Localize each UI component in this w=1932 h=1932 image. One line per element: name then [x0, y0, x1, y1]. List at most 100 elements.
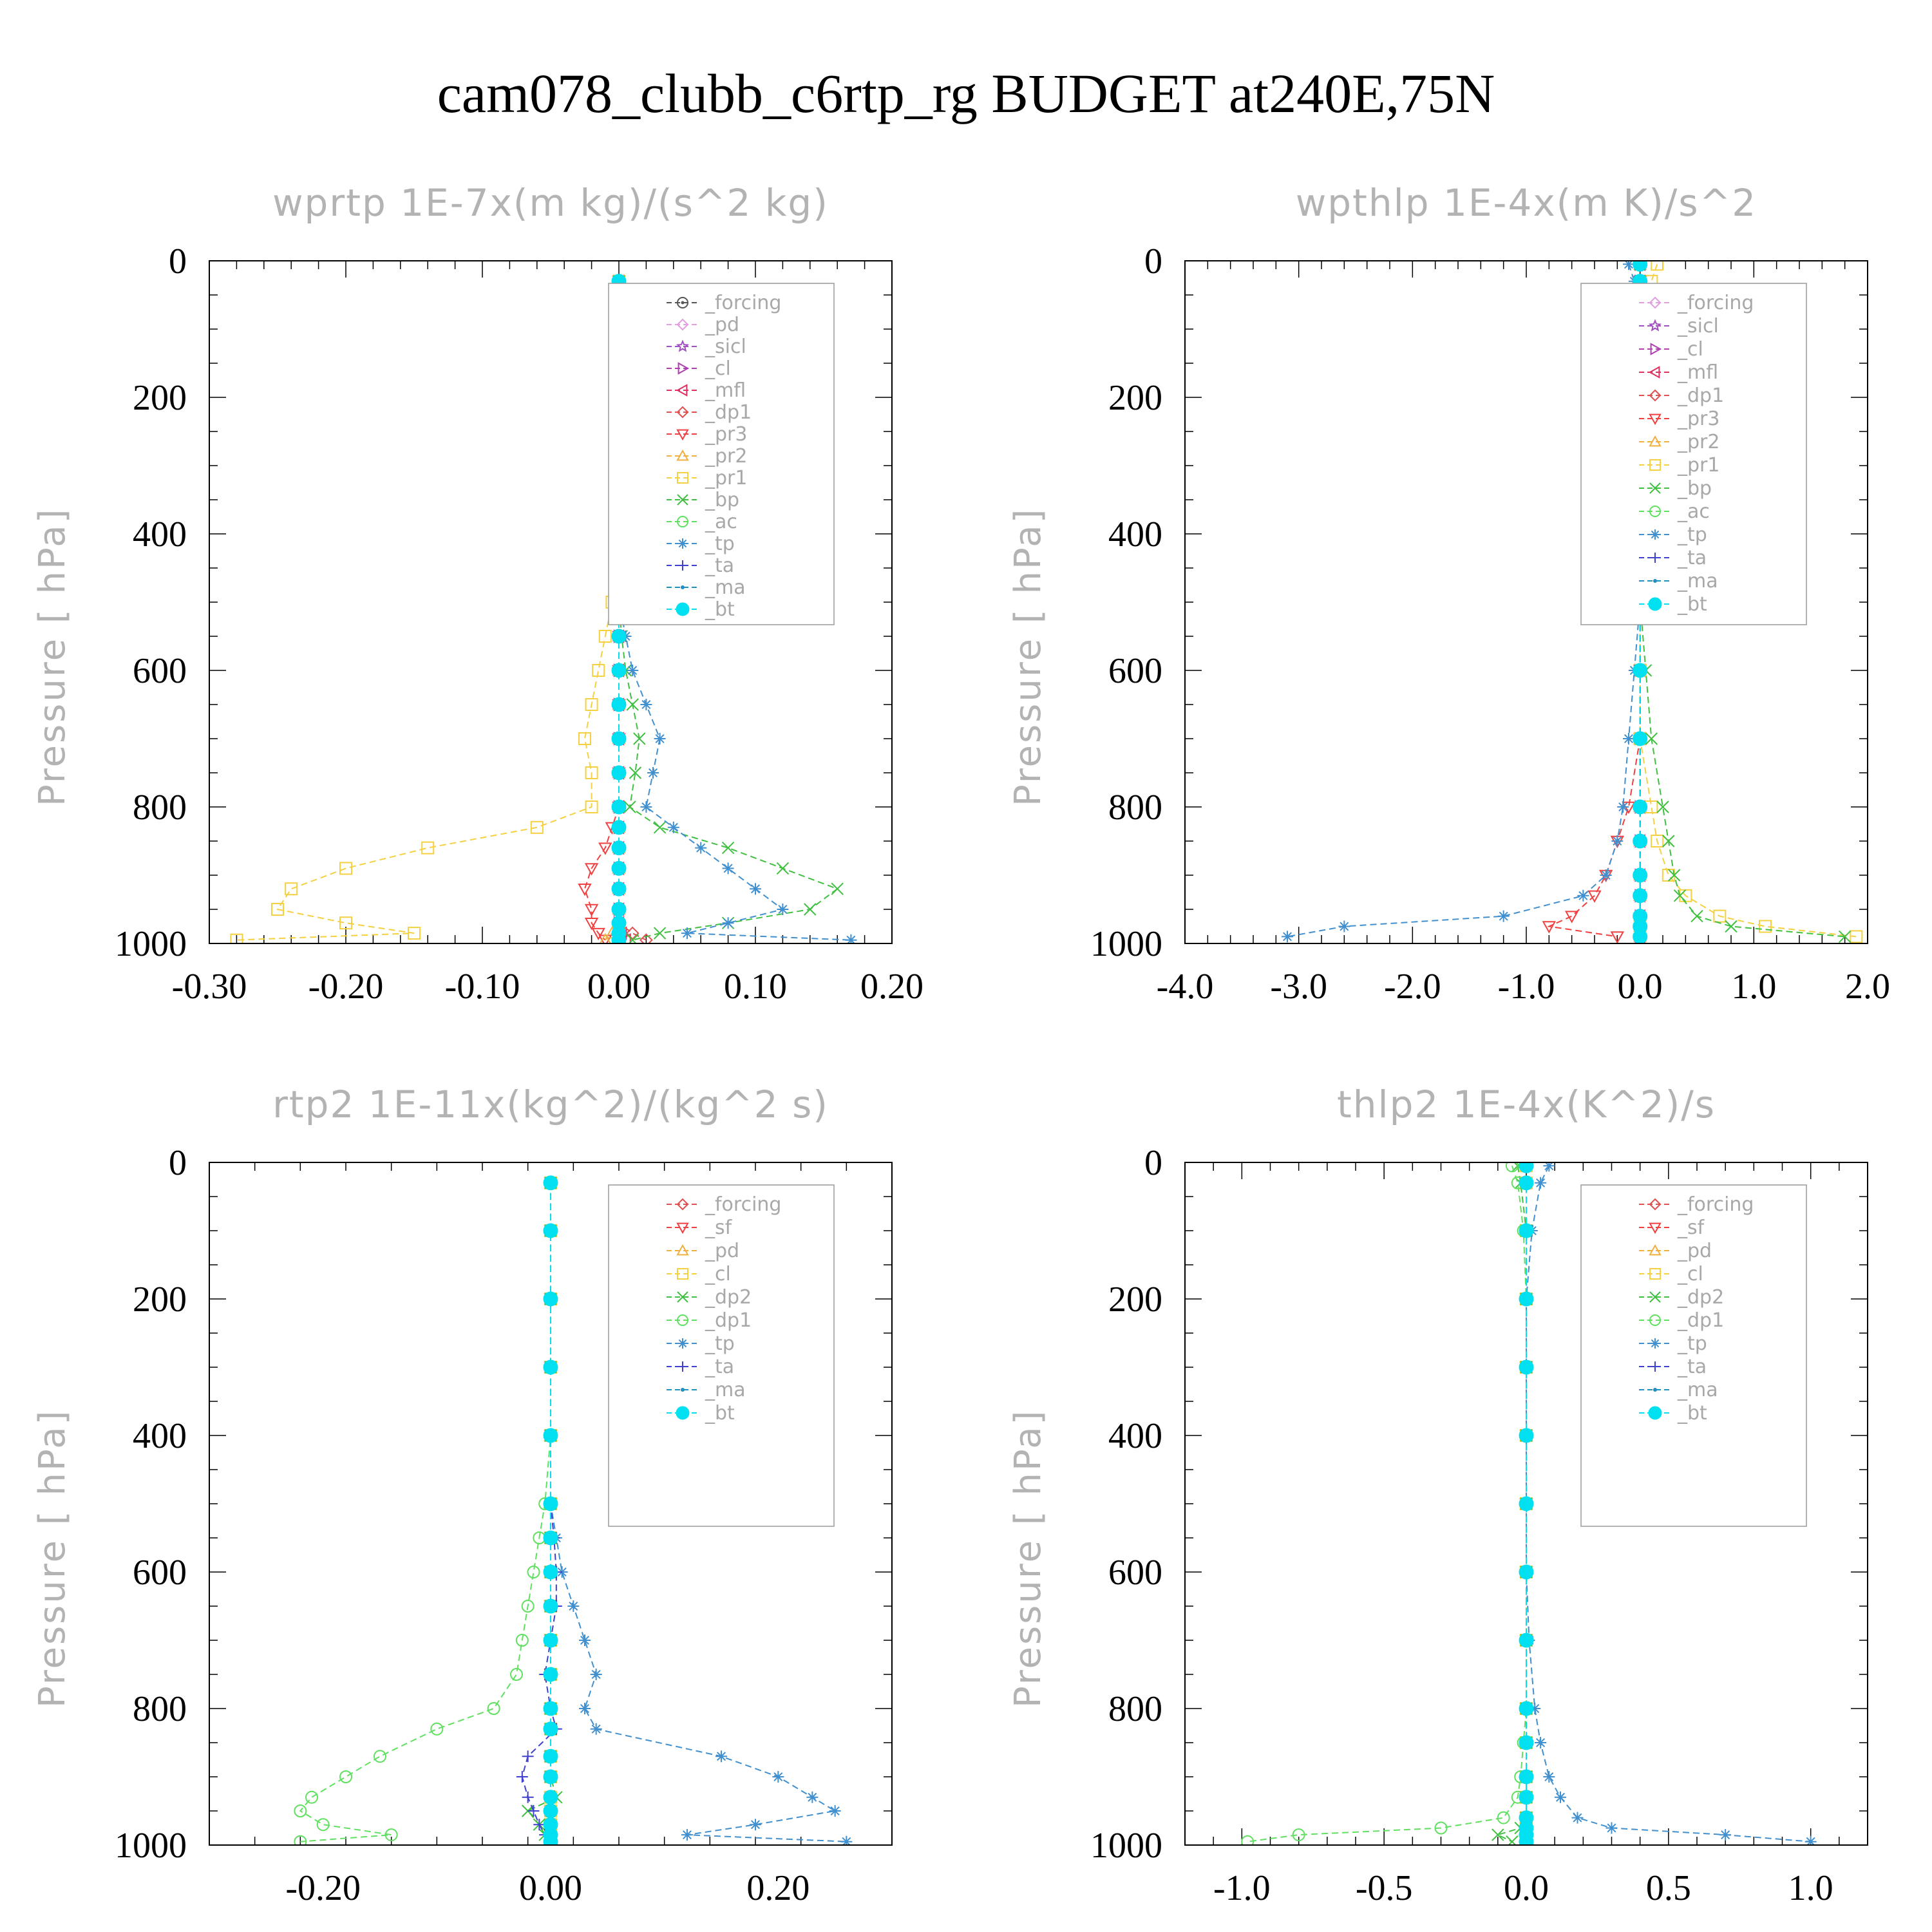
data-point — [1605, 1822, 1618, 1834]
data-point — [579, 1703, 591, 1714]
y-tick-label: 0 — [1144, 242, 1162, 281]
data-point — [543, 1790, 558, 1805]
data-point — [1623, 261, 1634, 270]
x-tick-label: -0.10 — [445, 967, 520, 1007]
data-point — [1804, 1835, 1817, 1845]
legend-item: _forcing — [667, 1193, 781, 1216]
data-point — [1838, 930, 1852, 943]
y-tick-label: 400 — [1108, 1416, 1162, 1456]
legend-marker — [677, 297, 688, 308]
series-bt — [1519, 1162, 1534, 1845]
legend-label: _dp1 — [705, 1309, 752, 1332]
legend-label: _tp — [1677, 1332, 1707, 1355]
legend-label: _sf — [705, 1217, 733, 1239]
legend-box — [1580, 283, 1807, 625]
legend-item: _pr3 — [667, 423, 747, 446]
legend-item: _ta — [1639, 1356, 1707, 1378]
series-line — [550, 1182, 847, 1842]
x-tick-label: 0.20 — [746, 1868, 810, 1908]
legend: _forcing_sf_pd_cl_dp2_dp1_tp_ta_ma_bt — [1580, 1184, 1807, 1527]
legend-marker — [1650, 529, 1660, 540]
x-tick-label: 1.0 — [1731, 967, 1776, 1007]
data-point — [585, 800, 598, 813]
data-point — [543, 1175, 558, 1191]
data-point — [1519, 1291, 1534, 1307]
legend-item: _dp2 — [667, 1286, 752, 1309]
x-tick-label: 0.00 — [519, 1868, 582, 1908]
series-line — [299, 1182, 551, 1842]
y-tick-label: 1000 — [1090, 924, 1162, 964]
legend-item: _pr3 — [1639, 408, 1719, 430]
data-point — [1656, 800, 1669, 813]
legend-marker — [676, 1198, 689, 1211]
series-dp1 — [1241, 1162, 1533, 1845]
x-tick-label: 0.10 — [724, 967, 787, 1007]
y-tick-label: 400 — [1108, 515, 1162, 554]
data-point — [722, 862, 734, 875]
data-point — [1555, 1791, 1566, 1803]
data-point — [1519, 1564, 1534, 1580]
data-point — [647, 767, 659, 779]
legend-item: _pr2 — [667, 445, 747, 468]
data-point — [1535, 1737, 1547, 1748]
legend-item: _forcing — [1639, 1193, 1754, 1216]
data-point — [625, 926, 639, 940]
panel-title: thlp2 1E-4x(K^2)/s — [1337, 1083, 1716, 1126]
y-tick-label: 600 — [133, 1553, 187, 1593]
chart-panel-4: thlp2 1E-4x(K^2)/s Pressure [ hPa] 0 200 400… — [1007, 1083, 1868, 1908]
data-point — [543, 1834, 558, 1845]
legend-item: _dp2 — [1639, 1286, 1724, 1309]
data-point — [1725, 920, 1738, 933]
data-point — [543, 1223, 558, 1238]
legend-marker — [677, 516, 688, 527]
x-tick-label: -1.0 — [1498, 967, 1555, 1007]
legend-item: _pd — [667, 1240, 739, 1262]
data-point — [585, 698, 598, 711]
data-point — [627, 665, 639, 676]
plot-frame — [1184, 1162, 1868, 1846]
legend-item: _cl — [667, 357, 731, 380]
legend-item: _pr1 — [667, 467, 747, 489]
data-point — [1633, 888, 1648, 904]
data-point — [285, 882, 298, 896]
data-point — [271, 903, 284, 916]
data-point — [1719, 1829, 1732, 1841]
data-point — [1662, 835, 1675, 848]
x-tick-label: -0.5 — [1356, 1868, 1413, 1908]
data-point — [1338, 920, 1350, 933]
legend-label: _tp — [705, 1332, 735, 1355]
data-point — [527, 1805, 540, 1817]
legend-item: _ma — [1639, 1379, 1718, 1401]
legend-marker — [676, 429, 689, 441]
legend-label: _ma — [705, 1379, 746, 1401]
data-point — [1519, 1701, 1534, 1716]
legend-label: _cl — [705, 1263, 731, 1285]
legend-label: _pr1 — [1677, 454, 1719, 477]
data-point — [1651, 835, 1664, 848]
data-point — [1497, 1811, 1510, 1824]
y-tick-label: 800 — [1108, 1689, 1162, 1729]
data-point — [543, 1359, 558, 1375]
legend-item: _ac — [667, 511, 737, 533]
data-point — [611, 697, 627, 712]
legend-label: _ma — [1677, 1379, 1718, 1401]
legend-marker — [1650, 343, 1662, 355]
data-point — [316, 1818, 330, 1832]
x-tick-label: -0.20 — [308, 967, 384, 1007]
x-tick-label: -3.0 — [1270, 967, 1327, 1007]
series-line — [521, 1182, 557, 1842]
data-point — [831, 882, 844, 895]
x-tick-label: 0.0 — [1618, 967, 1663, 1007]
data-point — [1571, 1812, 1584, 1824]
legend: _forcing_sf_pd_cl_dp2_dp1_tp_ta_ma_bt — [608, 1184, 835, 1527]
data-point — [543, 1598, 558, 1614]
data-point — [1611, 835, 1624, 847]
data-point — [543, 1428, 558, 1443]
legend-marker — [676, 1406, 690, 1420]
legend-item: _bt — [1639, 1402, 1707, 1425]
legend-box — [1580, 1184, 1807, 1527]
data-point — [845, 934, 857, 943]
legend-label: _tp — [1677, 524, 1707, 546]
y-tick-label: 0 — [169, 1143, 187, 1183]
data-point — [487, 1702, 500, 1715]
